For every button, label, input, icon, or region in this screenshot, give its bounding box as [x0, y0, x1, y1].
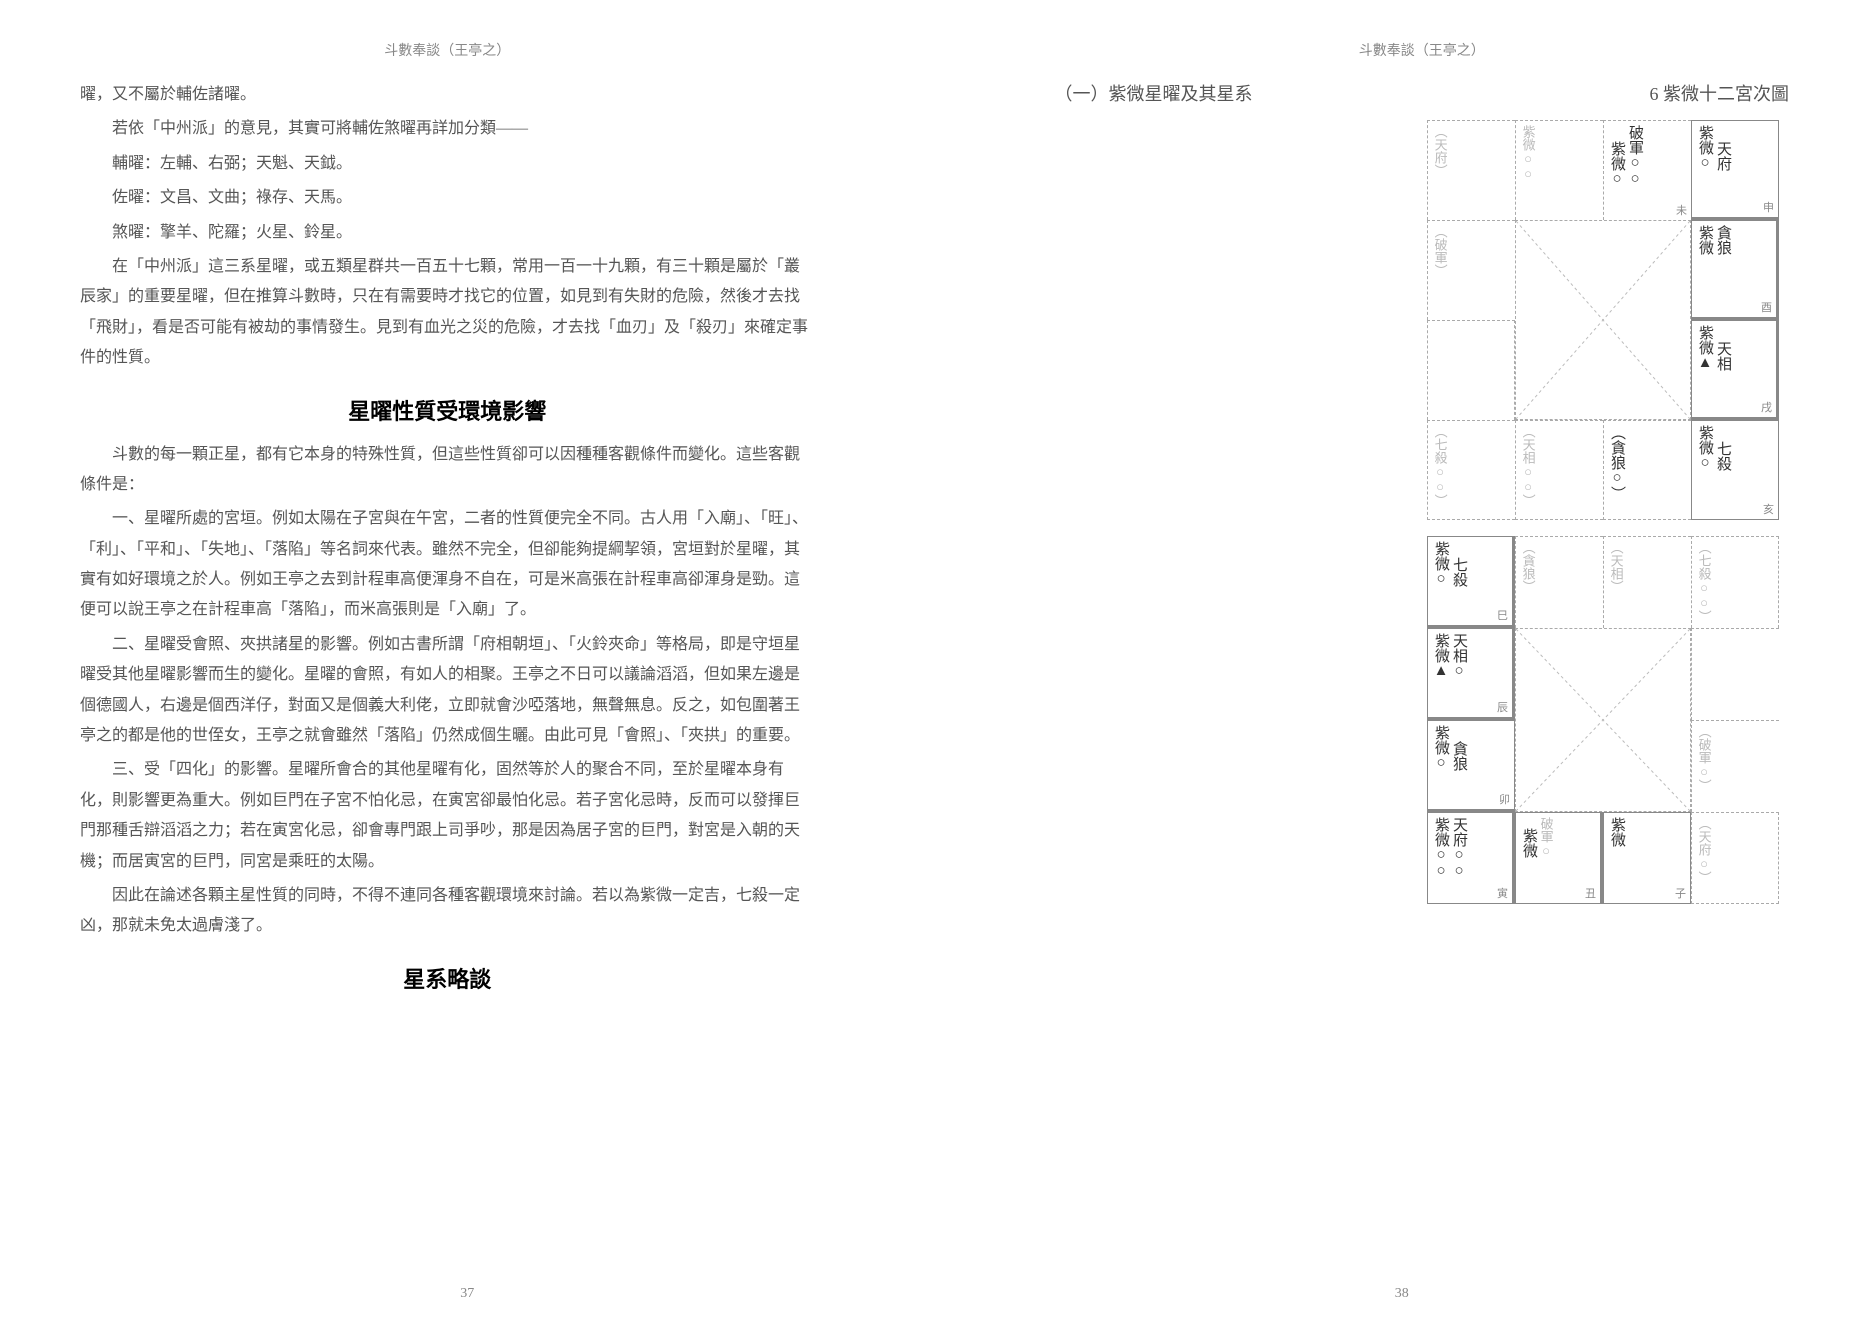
cell-2-16: （天府○）	[1691, 812, 1779, 904]
p0: 曜，又不屬於輔佐諸曜。	[80, 80, 815, 110]
cell-1-9	[1427, 320, 1515, 420]
cell-2-2: （貪狼）	[1515, 536, 1603, 628]
cell-1-8: 紫微貪狼酉	[1691, 220, 1779, 320]
section-label-left: （一）紫微星曜及其星系	[1055, 80, 1253, 106]
chart2-center	[1515, 628, 1691, 812]
chart-2: 紫微○七殺巳 （貪狼） （天相） （七殺○○） 紫微▲天相○辰 紫微○貪狼卯 （…	[1427, 536, 1779, 904]
cell-2-15: 紫微子	[1603, 812, 1691, 904]
cell-1-12: 紫微▲天相戌	[1691, 320, 1779, 420]
heading-1: 星曜性質受環境影響	[80, 394, 815, 426]
cell-2-14: 紫微破軍○丑	[1515, 812, 1603, 904]
p7: 一、星曜所處的宮垣。例如太陽在子宮與在午宮，二者的性質便完全不同。古人用「入廟」…	[80, 504, 815, 626]
cell-2-8	[1691, 628, 1779, 720]
cell-1-1: （天府）	[1427, 120, 1515, 220]
cell-1-4: 紫微○天府申	[1691, 120, 1779, 220]
p9: 三、受「四化」的影響。星曜所會合的其他星曜有化，固然等於人的聚合不同，至於星曜本…	[80, 755, 815, 877]
header-left: 斗數奉談（王亭之）	[80, 40, 815, 60]
cell-1-15: （貪狼○）	[1603, 420, 1691, 520]
cell-1-13: （七殺○○）	[1427, 420, 1515, 520]
right-heading-row: （一）紫微星曜及其星系 6 紫微十二宮次圖	[1055, 80, 1790, 106]
chart-1: （天府） 紫微○○ 紫微○破軍○○未 紫微○天府申 （破軍） 紫微貪狼酉 紫微▲…	[1427, 120, 1779, 520]
cell-2-13: 紫微○○天府○○寅	[1427, 812, 1515, 904]
page-num-right: 38	[935, 1286, 1869, 1302]
heading-2: 星系略談	[80, 962, 815, 994]
cell-2-1: 紫微○七殺巳	[1427, 536, 1515, 628]
chart1-center	[1515, 220, 1691, 420]
section-label-right: 6 紫微十二宮次圖	[1650, 80, 1790, 106]
cell-2-4: （七殺○○）	[1691, 536, 1779, 628]
cell-2-3: （天相）	[1603, 536, 1691, 628]
cell-2-9: 紫微○貪狼卯	[1427, 720, 1515, 812]
page-38: 斗數奉談（王亭之） （一）紫微星曜及其星系 6 紫微十二宮次圖 （天府） 紫微○…	[935, 0, 1869, 1322]
header-right: 斗數奉談（王亭之）	[1055, 40, 1790, 60]
p6: 斗數的每一顆正星，都有它本身的特殊性質，但這些性質卻可以因種種客觀條件而變化。這…	[80, 440, 815, 501]
p5: 在「中州派」這三系星曜，或五類星群共一百五十七顆，常用一百一十九顆，有三十顆是屬…	[80, 252, 815, 374]
cell-1-14: （天相○○）	[1515, 420, 1603, 520]
page-num-left: 37	[0, 1286, 935, 1302]
cell-1-16: 紫微○七殺亥	[1691, 420, 1779, 520]
cell-2-12: （破軍○）	[1691, 720, 1779, 812]
page-37: 斗數奉談（王亭之） 曜，又不屬於輔佐諸曜。 若依「中州派」的意見，其實可將輔佐煞…	[0, 0, 935, 1322]
p10: 因此在論述各顆主星性質的同時，不得不連同各種客觀環境來討論。若以為紫微一定吉，七…	[80, 881, 815, 942]
p2: 輔曜：左輔、右弼；天魁、天鉞。	[80, 149, 815, 179]
p1: 若依「中州派」的意見，其實可將輔佐煞曜再詳加分類——	[80, 114, 815, 144]
cell-1-5: （破軍）	[1427, 220, 1515, 320]
p3: 佐曜：文昌、文曲；祿存、天馬。	[80, 183, 815, 213]
p4: 煞曜：擎羊、陀羅；火星、鈴星。	[80, 218, 815, 248]
cell-2-5: 紫微▲天相○辰	[1427, 628, 1515, 720]
cell-1-3: 紫微○破軍○○未	[1603, 120, 1691, 220]
p8: 二、星曜受會照、夾拱諸星的影響。例如古書所謂「府相朝垣」、「火鈴夾命」等格局，即…	[80, 630, 815, 752]
cell-1-2: 紫微○○	[1515, 120, 1603, 220]
